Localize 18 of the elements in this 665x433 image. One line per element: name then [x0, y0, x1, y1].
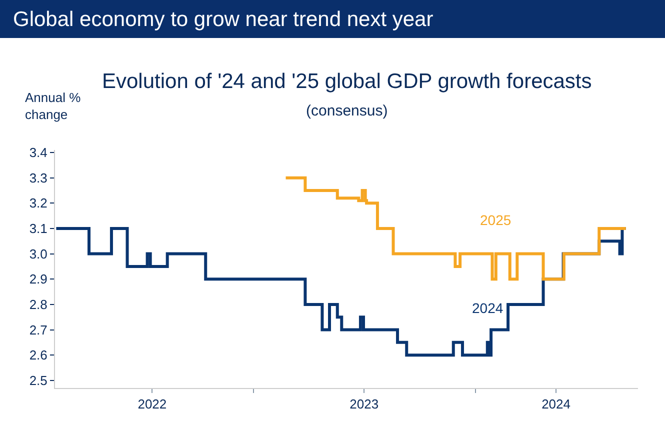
y-tick-label: 2.7 [29, 322, 48, 338]
y-tick-label: 2.9 [29, 272, 48, 287]
x-tick-label: 2022 [138, 396, 167, 412]
y-tick-label: 2.5 [29, 372, 48, 388]
series-label: 2024 [472, 300, 504, 316]
series-label: 2025 [480, 212, 512, 228]
y-tick-label: 3.4 [29, 145, 48, 160]
x-tick-label: 2023 [350, 396, 379, 412]
y-axis-title: Annual % change [25, 90, 82, 122]
y-tick-label: 2.6 [29, 348, 48, 363]
chart-subtitle: Evolution of '24 and '25 global GDP growth forecasts (consensus) [102, 70, 592, 120]
y-tick-label: 3.1 [29, 221, 48, 236]
x-tick-label: 2024 [542, 396, 570, 412]
y-tick-label: 2.8 [29, 297, 48, 312]
y-tick-label: 3.3 [29, 170, 48, 186]
y-tick-label: 3.2 [29, 196, 48, 211]
chart-title: Global economy to grow near trend next year [13, 8, 434, 31]
y-tick-label: 3.0 [29, 246, 48, 262]
